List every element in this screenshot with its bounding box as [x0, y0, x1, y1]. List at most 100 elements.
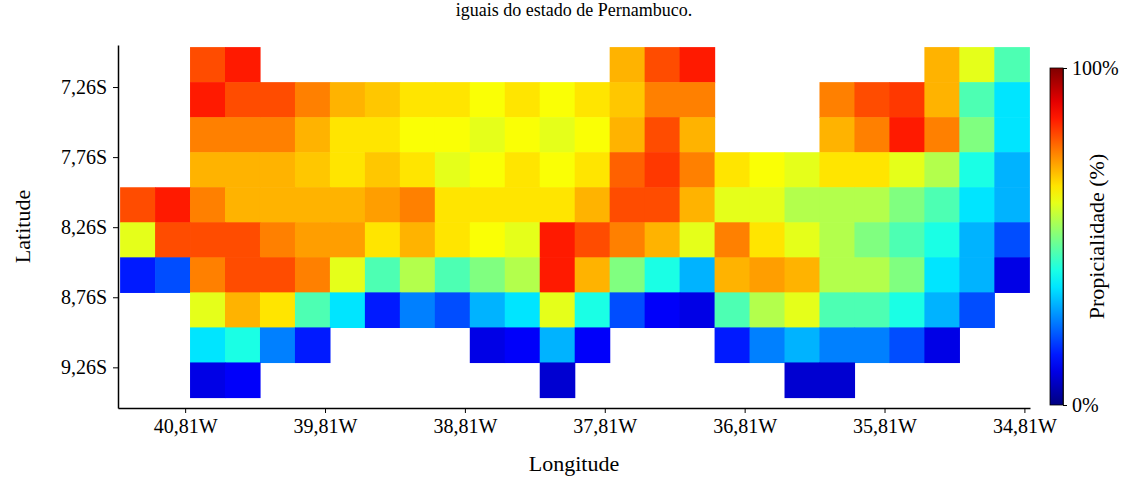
cell — [959, 82, 995, 118]
cell — [120, 222, 156, 258]
cell — [505, 222, 541, 258]
tick: 7,26S — [61, 76, 118, 98]
cell — [715, 152, 751, 188]
cell — [785, 187, 821, 223]
cell — [400, 152, 436, 188]
cell — [785, 327, 821, 363]
cell — [470, 152, 506, 188]
cell — [505, 257, 541, 293]
cell — [505, 152, 541, 188]
cell — [470, 187, 506, 223]
cell — [435, 187, 471, 223]
cell — [889, 187, 925, 223]
cell — [959, 222, 995, 258]
cell — [994, 47, 1030, 83]
cell — [575, 327, 611, 363]
cell — [575, 257, 611, 293]
cell — [400, 257, 436, 293]
cell — [994, 187, 1030, 223]
cell — [785, 362, 821, 398]
cell — [959, 117, 995, 153]
tick-mark — [465, 408, 466, 413]
tick: 39,81W — [294, 408, 358, 437]
cell — [610, 222, 646, 258]
colorbar — [1050, 68, 1063, 405]
tick: 0% — [1063, 394, 1099, 416]
tick-label: 8,76S — [61, 286, 107, 308]
cell — [645, 222, 681, 258]
tick-label: 40,81W — [154, 415, 218, 437]
cell — [854, 257, 890, 293]
tick: 34,81W — [993, 408, 1057, 437]
cell — [365, 257, 401, 293]
x-axis: 40,81W39,81W38,81W37,81W36,81W35,81W34,8… — [119, 408, 1057, 437]
tick-mark — [1024, 408, 1025, 413]
cell — [959, 152, 995, 188]
cell — [610, 47, 646, 83]
cell — [365, 187, 401, 223]
cell — [854, 327, 890, 363]
cell — [295, 82, 331, 118]
cell — [750, 222, 786, 258]
cell — [785, 152, 821, 188]
tick-mark — [745, 408, 746, 413]
cell — [750, 327, 786, 363]
cell — [680, 257, 716, 293]
cell — [680, 222, 716, 258]
cell — [994, 82, 1030, 118]
y-axis-title: Latitude — [10, 190, 35, 263]
tick-mark — [113, 157, 118, 158]
tick-label: 38,81W — [433, 415, 497, 437]
cell — [225, 292, 261, 328]
cell — [120, 257, 156, 293]
cell — [540, 152, 576, 188]
cell — [889, 152, 925, 188]
cell — [190, 292, 226, 328]
tick-label: 8,26S — [61, 216, 107, 238]
cell — [994, 257, 1030, 293]
tick-label: 36,81W — [713, 415, 777, 437]
cell — [400, 117, 436, 153]
tick-mark — [885, 408, 886, 413]
cell — [680, 82, 716, 118]
axis-line — [1063, 69, 1064, 406]
cell — [959, 47, 995, 83]
tick-mark — [325, 408, 326, 413]
cell — [190, 82, 226, 118]
cell — [295, 117, 331, 153]
cell — [924, 292, 960, 328]
cell — [610, 292, 646, 328]
cell — [645, 47, 681, 83]
cell — [645, 152, 681, 188]
cell — [470, 222, 506, 258]
cell — [505, 292, 541, 328]
cell — [155, 222, 191, 258]
cell — [260, 187, 296, 223]
cell — [365, 82, 401, 118]
cell — [924, 222, 960, 258]
cell — [330, 187, 366, 223]
cell — [470, 292, 506, 328]
tick-mark — [605, 408, 606, 413]
cell — [295, 327, 331, 363]
cell — [295, 187, 331, 223]
colorbar-title: Propicialidade (%) — [1084, 154, 1109, 320]
cell — [785, 292, 821, 328]
cell — [680, 292, 716, 328]
tick-mark — [113, 227, 118, 228]
cell — [645, 82, 681, 118]
tick-mark — [113, 367, 118, 368]
cell — [540, 117, 576, 153]
tick: 100% — [1063, 57, 1119, 79]
cell — [680, 152, 716, 188]
tick: 35,81W — [853, 408, 917, 437]
cell — [190, 152, 226, 188]
cell — [295, 222, 331, 258]
cell — [575, 152, 611, 188]
cell — [645, 292, 681, 328]
tick-label: 35,81W — [853, 415, 917, 437]
tick-label: 0% — [1072, 394, 1099, 416]
cell — [155, 257, 191, 293]
cell — [225, 47, 261, 83]
tick-label: 100% — [1072, 57, 1119, 79]
